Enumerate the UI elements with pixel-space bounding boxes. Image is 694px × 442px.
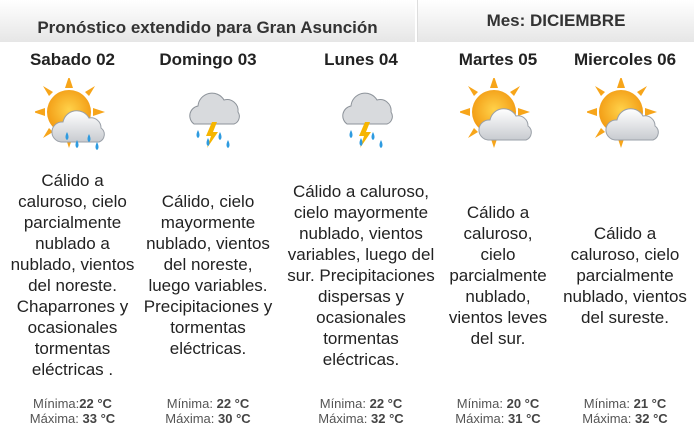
day-name: Sabado 02 — [29, 50, 116, 69]
min-value: 22 °C — [369, 396, 403, 411]
day-name: Martes 05 — [458, 50, 538, 69]
weather-icon — [189, 92, 240, 148]
min-label: Mínima: — [456, 396, 503, 411]
max-value: 30 °C — [218, 411, 251, 426]
day-column: Miercoles 06 Cálido a caluroso, cielo pa… — [556, 42, 694, 442]
description: Cálido a caluroso, cielo mayormente nubl… — [287, 181, 435, 369]
max-value: 32 °C — [371, 411, 404, 426]
max-label: Máxima: — [165, 411, 215, 426]
header-title-box: Pronóstico extendido para Gran Asunción — [0, 0, 415, 42]
day-column: Lunes 04 Cálido a caluroso, cielo mayorm… — [282, 42, 440, 442]
min-value: 21 °C — [633, 396, 667, 411]
max-temp: Máxima: 30 °C — [140, 411, 276, 426]
day-column: Martes 05 Cálido a caluroso, cielo parci… — [440, 42, 556, 442]
weather-icon — [342, 92, 393, 148]
description-box: Cálido a caluroso, cielo mayormente nubl… — [282, 150, 440, 400]
min-temp: Mínima:22 °C — [0, 396, 145, 411]
day-name: Miercoles 06 — [573, 50, 677, 69]
weather-icon — [587, 78, 659, 148]
max-label: Máxima: — [582, 411, 632, 426]
min-temp: Mínima: 20 °C — [440, 396, 556, 411]
description-box: Cálido a caluroso, cielo parcialmente nu… — [0, 150, 145, 400]
min-label: Mínima: — [166, 396, 213, 411]
description: Cálido a caluroso, cielo parcialmente nu… — [563, 223, 687, 327]
min-label: Mínima: — [583, 396, 630, 411]
header-month-box: Mes: DICIEMBRE — [417, 0, 694, 42]
min-value: 22 °C — [79, 396, 112, 411]
description-box: Cálido a caluroso, cielo parcialmente nu… — [556, 150, 694, 400]
max-label: Máxima: — [318, 411, 368, 426]
day-column: Domingo 03 Cálido, cielo mayormente nubl… — [140, 42, 276, 442]
weather-icon — [34, 78, 105, 150]
max-value: 31 °C — [508, 411, 541, 426]
max-temp: Máxima: 32 °C — [556, 411, 694, 426]
description: Cálido a caluroso, cielo parcialmente nu… — [448, 202, 548, 348]
day-name: Domingo 03 — [159, 50, 257, 69]
max-label: Máxima: — [455, 411, 505, 426]
max-label: Máxima: — [29, 411, 79, 426]
weather-icon — [460, 78, 532, 148]
min-value: 20 °C — [506, 396, 540, 411]
header-month: Mes: DICIEMBRE — [486, 11, 626, 30]
min-temp: Mínima: 22 °C — [140, 396, 276, 411]
min-label: Mínima: — [33, 396, 80, 411]
header-title: Pronóstico extendido para Gran Asunción — [37, 18, 378, 37]
day-column: Sabado 02 Cálido a caluroso, cielo parci… — [0, 42, 145, 442]
description: Cálido, cielo mayormente nublado, viento… — [143, 192, 273, 358]
min-value: 22 °C — [216, 396, 250, 411]
min-temp: Mínima: 21 °C — [556, 396, 694, 411]
max-temp: Máxima: 31 °C — [440, 411, 556, 426]
max-temp: Máxima: 33 °C — [0, 411, 145, 426]
max-value: 32 °C — [635, 411, 668, 426]
description-box: Cálido, cielo mayormente nublado, viento… — [140, 150, 276, 400]
min-label: Mínima: — [319, 396, 366, 411]
day-name: Lunes 04 — [324, 50, 398, 69]
max-value: 33 °C — [82, 411, 116, 426]
max-temp: Máxima: 32 °C — [282, 411, 440, 426]
description: Cálido a caluroso, cielo parcialmente nu… — [10, 171, 135, 379]
min-temp: Mínima: 22 °C — [282, 396, 440, 411]
description-box: Cálido a caluroso, cielo parcialmente nu… — [440, 150, 556, 400]
